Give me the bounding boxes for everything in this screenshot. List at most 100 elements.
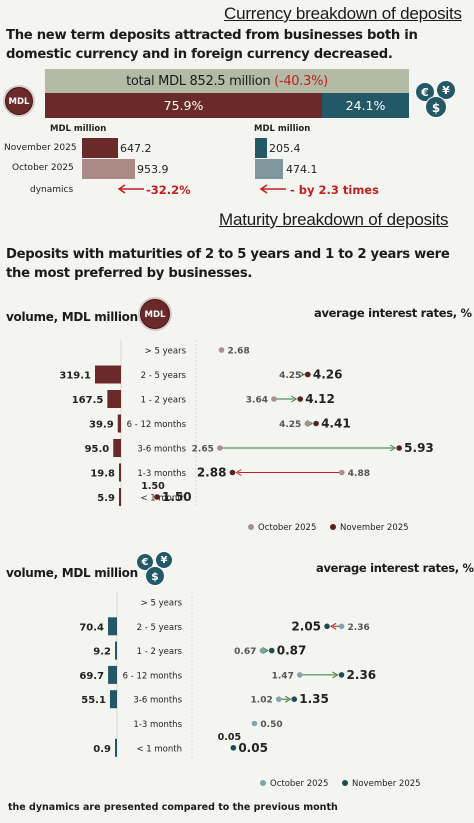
november-rate-point [268,647,275,654]
fx-rates-label: average interest rates, % [316,561,474,575]
volume-value-label: 19.8 [90,469,115,480]
legend-november-label: November 2025 [352,779,421,789]
volume-bar [109,690,117,709]
november-rate-label: 4.26 [313,368,343,382]
november-rate-label: 4.12 [305,392,335,406]
november-rate-label: 0.87 [277,644,307,658]
legend-november-marker [342,780,348,786]
november-rate-point [154,494,160,500]
mdl-october-value: 953.9 [137,163,169,176]
volume-bar [108,665,117,684]
november-rate-label: 5.93 [404,441,434,455]
fx-chart-coins-icon: € ¥ $ [136,551,182,587]
mdl-unit-label: MDL million [50,124,107,134]
november-rate-point [305,371,311,378]
category-label: 6 - 12 months [123,671,183,681]
october-rate-point [259,647,266,654]
mdl-chart-coin-icon: MDL [140,299,170,329]
volume-bar [113,439,121,457]
november-rate-label: 4.41 [321,417,351,431]
mdl-dynamics-arrow-icon [117,184,144,194]
total-deposits-caption: total MDL 852.5 million (-40.3%) [45,70,409,93]
october-rate-label: 2.36 [348,623,370,633]
legend-november-label: November 2025 [340,523,409,533]
volume-bar [119,463,121,482]
mdl-share-bar: 75.9% [45,93,322,118]
october-rate-label: 2.68 [228,347,250,357]
mdl-rates-label: average interest rates, % [314,306,472,320]
row-label-october: October 2025 [12,163,74,173]
october-rate-label: 1.02 [251,696,273,706]
legend-october-marker [248,524,254,530]
mdl-october-bar [82,159,135,179]
category-label: 2 - 5 years [137,623,183,633]
legend-october-marker [260,780,266,786]
rate-change-arrowhead [330,622,337,630]
maturity-lead-text: Deposits with maturities of 2 to 5 years… [6,247,450,281]
fx-chart-yen-coin-icon: ¥ [155,551,173,569]
october-rate-label: 2.65 [192,445,214,455]
mdl-coin-icon: MDL [5,87,33,115]
maturity-section-title: Maturity breakdown of deposits [219,210,449,229]
row-label-november: November 2025 [4,143,77,153]
mdl-november-bar [82,138,118,158]
category-label: 3-6 months [133,696,182,706]
category-label: > 5 years [141,599,183,609]
category-label: 1 - 2 years [141,396,187,406]
fx-november-value: 205.4 [269,142,301,155]
october-rate-point [251,720,258,727]
rate-change-arrowhead [298,371,305,378]
currency-lead-text: The new term deposits attracted from bus… [6,28,418,62]
category-label: 2 - 5 years [141,371,187,381]
fx-chart-dollar-coin-icon: $ [145,566,165,586]
october-rate-label: 3.64 [246,396,268,406]
volume-bar [117,414,121,433]
volume-bar [95,365,121,384]
fx-unit-label: MDL million [254,124,311,134]
rate-change-arrowhead [290,395,298,403]
fx-october-bar [255,159,283,179]
fx-dynamics-value: - by 2.3 times [290,183,379,197]
category-label: 1-3 months [137,469,186,479]
rate-change-arrowhead [284,695,292,703]
november-rate-label: 0.05 [238,741,268,755]
fx-october-value: 474.1 [286,163,318,176]
mdl-november-value: 647.2 [120,142,152,155]
october-rate-point [338,623,345,630]
mdl-maturity-chart: > 5 years 2.68 2 - 5 years 319.1 4.25 4.26 1 -… [59,340,434,533]
november-rate-label: 2.05 [291,619,321,633]
total-deposits-bar [45,69,409,93]
total-deposits-change: (-40.3%) [274,74,328,89]
october-rate-point [275,696,282,702]
october-rate-label: 0.50 [260,720,282,730]
legend-october-label: October 2025 [270,779,328,789]
october-rate-point [297,672,303,678]
volume-bar [108,617,117,636]
october-rate-label: 4.25 [279,420,301,430]
volume-value-label: 9.2 [93,647,111,658]
category-label: > 5 years [145,347,187,357]
currency-section-title: Currency breakdown of deposits [224,4,462,23]
category-label: < 1 month [140,494,186,504]
yen-coin-icon: ¥ [436,80,456,100]
rate-change-arrowhead [262,647,269,655]
rate-change-arrowhead [235,469,242,476]
volume-bar [115,738,117,757]
fx-maturity-chart: > 5 years 2 - 5 years 70.4 2.36 2.05 1 - 2 ye… [79,592,421,789]
october-rate-label: 0.67 [234,647,256,657]
row-label-dynamics: dynamics [30,185,74,195]
volume-value-label: 70.4 [79,622,104,633]
fx-share-bar: 24.1% [322,93,409,118]
rate-change-arrowhead [332,671,339,679]
november-rate-label: 2.88 [197,466,227,480]
october-rate-label: 4.88 [348,469,370,479]
november-rate-point [396,445,402,451]
october-rate-label: 1.50 [141,481,165,492]
mdl-dynamics-value: -32.2% [146,183,191,197]
fx-november-bar [255,138,267,158]
october-rate-point [217,445,223,451]
november-rate-point [230,745,237,751]
volume-value-label: 69.7 [79,671,104,682]
november-rate-label: 1.50 [162,490,192,504]
legend-november-marker [330,524,336,530]
